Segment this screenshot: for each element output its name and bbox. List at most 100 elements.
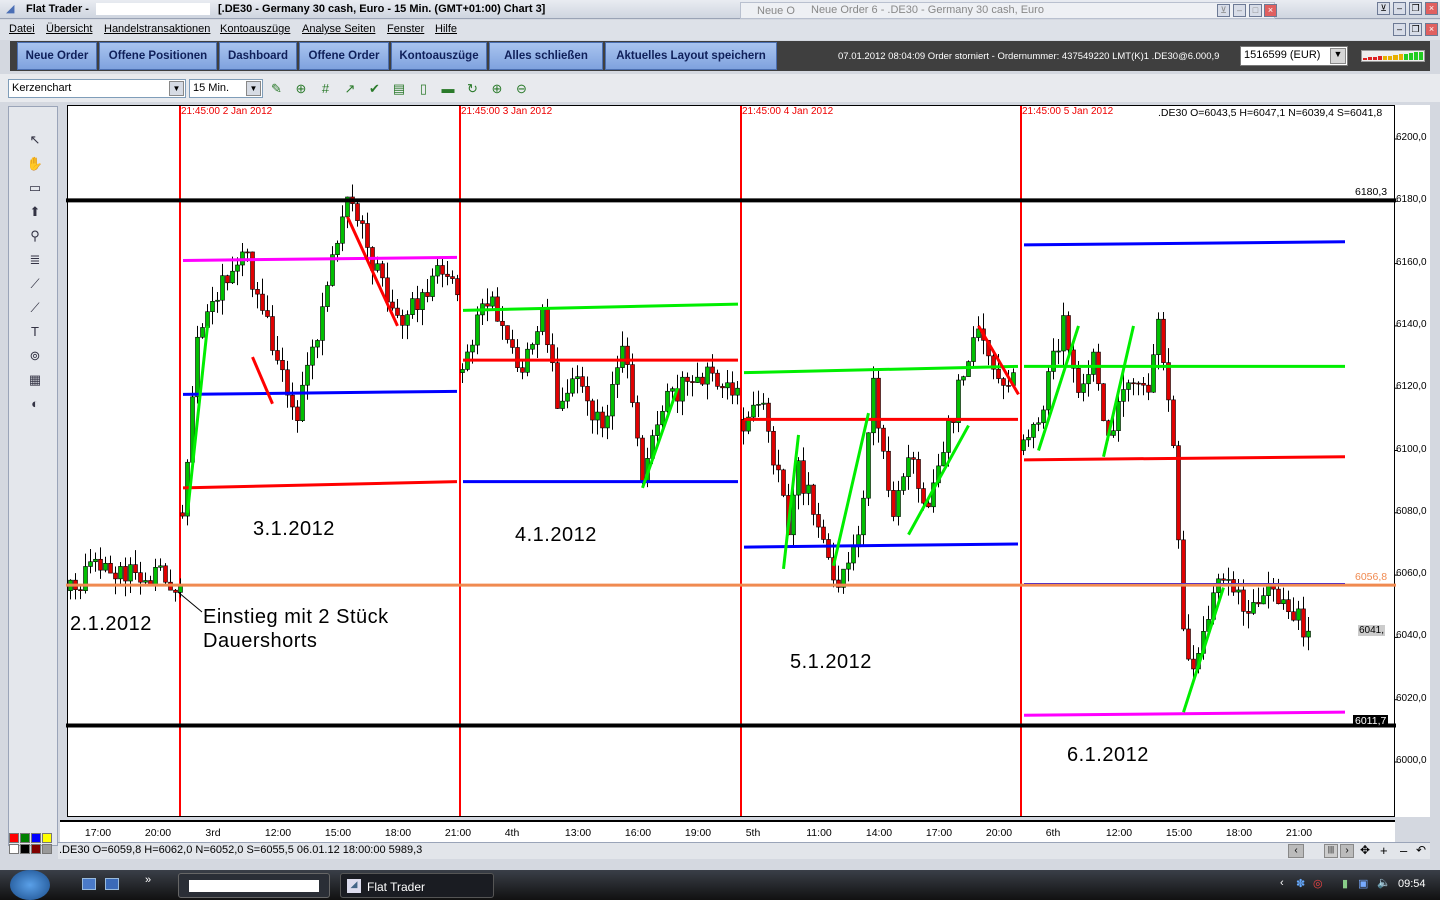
more-icon[interactable]: » [145, 874, 152, 886]
color-swatch[interactable] [20, 833, 30, 843]
app-logo-icon: ◢ [347, 879, 361, 893]
cursor-icon[interactable]: ↖ [29, 132, 41, 147]
color-swatch[interactable] [20, 844, 30, 854]
close-button[interactable]: × [1264, 4, 1277, 17]
compare-icon[interactable]: ▤ [392, 81, 406, 96]
price-axis[interactable] [1395, 105, 1430, 817]
color-swatch[interactable] [42, 833, 52, 843]
menu-analyse-seiten[interactable]: Analyse Seiten [302, 23, 376, 35]
calculator-icon[interactable]: ▦ [28, 372, 42, 387]
order-window-tab[interactable]: Neue O Neue Order 6 - .DE30 - Germany 30… [740, 2, 1277, 19]
reset-zoom-icon[interactable]: ↶ [1416, 843, 1427, 857]
price-level-label: 6011,7 [1353, 714, 1389, 727]
grid-icon[interactable]: # [321, 81, 330, 96]
menu-uebersicht[interactable]: Übersicht [46, 23, 93, 35]
power-tray-icon[interactable]: ▮ [1342, 878, 1349, 890]
x-tick-label: 17:00 [84, 827, 112, 839]
cycle-icon[interactable]: ⊚ [29, 348, 41, 363]
add-indicator-icon[interactable]: ✎ [271, 81, 282, 96]
open-orders-button[interactable]: Offene Order [299, 42, 389, 70]
annotation-5-1-2012: 5.1.2012 [790, 651, 872, 673]
app-tray-icon[interactable]: ◎ [1313, 878, 1323, 890]
fibonacci-icon[interactable]: ≣ [29, 252, 41, 267]
network-tray-icon[interactable]: ✽ [1296, 878, 1306, 890]
palette-icon[interactable]: ◐ [31, 396, 39, 411]
color-swatch[interactable] [9, 844, 19, 854]
menu-hilfe[interactable]: Hilfe [435, 23, 458, 35]
menu-kontoauszuege[interactable]: Kontoauszüge [220, 23, 291, 35]
trendline-icon[interactable]: ⟋ [30, 276, 40, 291]
x-tick-label: 21:00 [444, 827, 472, 839]
menu-fenster[interactable]: Fenster [387, 23, 425, 35]
channel-icon[interactable]: ⟋ [30, 300, 40, 315]
dashboard-button[interactable]: Dashboard [219, 42, 297, 70]
zoom-in-chart-icon[interactable]: ⊕ [491, 81, 503, 96]
scrollbar-thumb[interactable]: ||| [1324, 844, 1338, 858]
scroll-right-button[interactable]: › [1340, 844, 1354, 858]
x-tick-label: 17:00 [925, 827, 953, 839]
menu-handelstransaktionen[interactable]: Handelstransaktionen [104, 23, 211, 35]
menu-button[interactable]: ⊻ [1217, 4, 1230, 17]
close-all-button[interactable]: Alles schließen [489, 42, 603, 70]
candlestick-chart[interactable] [67, 105, 1395, 817]
annotation-6-1-2012: 6.1.2012 [1067, 744, 1149, 766]
maximize-button[interactable]: □ [1249, 4, 1262, 17]
taskbar-item-browser[interactable] [178, 873, 330, 898]
close-button[interactable]: × [1425, 2, 1438, 15]
color-swatch[interactable] [31, 833, 41, 843]
restore-button[interactable]: ❐ [1409, 23, 1422, 36]
volume-icon[interactable]: 🔈 [1377, 877, 1391, 889]
close-button[interactable]: × [1425, 23, 1438, 36]
show-desktop-icon[interactable] [82, 878, 96, 890]
tray-expand-icon[interactable]: ‹ [1280, 877, 1284, 889]
minimize-button[interactable]: – [1393, 23, 1406, 36]
chart-type-select[interactable]: Kerzenchart ▼ [8, 79, 186, 98]
arrow-up-icon[interactable]: ⬆ [29, 204, 41, 219]
crosshair-icon[interactable]: ▭ [28, 180, 42, 195]
chart-trend-icon[interactable]: ↗ [344, 81, 356, 96]
color-swatch[interactable] [42, 844, 52, 854]
annotation-3-1-2012: 3.1.2012 [253, 518, 335, 540]
menu-button[interactable]: ⊻ [1377, 2, 1390, 15]
scroll-left-button[interactable]: ‹ [1288, 844, 1304, 858]
price-level-label: 6180,3 [1355, 186, 1388, 199]
save-layout-button[interactable]: Aktuelles Layout speichern [605, 42, 777, 70]
chart-type-value: Kerzenchart [12, 82, 72, 94]
new-order-button[interactable]: Neue Order [17, 42, 97, 70]
x-tick-label: 20:00 [985, 827, 1013, 839]
order-window-title: Neue Order 6 - .DE30 - Germany 30 cash, … [811, 4, 1044, 16]
statements-button[interactable]: Kontoauszüge [391, 42, 487, 70]
x-tick-label: 4th [504, 827, 520, 839]
minimize-button[interactable]: – [1233, 4, 1246, 17]
y-tick-label: 6020,0 [1396, 692, 1427, 704]
x-tick-label: 14:00 [865, 827, 893, 839]
color-swatch[interactable] [31, 844, 41, 854]
restore-button[interactable]: ❐ [1409, 2, 1422, 15]
minimize-button[interactable]: – [1393, 2, 1406, 15]
connection-tray-icon[interactable]: ▣ [1358, 878, 1369, 890]
start-button[interactable] [10, 870, 50, 900]
x-tick-label: 15:00 [324, 827, 352, 839]
redacted-area [96, 3, 210, 15]
print-icon[interactable]: ▬ [441, 81, 455, 96]
day-separator-label: 21:45:00 4 Jan 2012 [742, 106, 834, 117]
document-icon[interactable]: ▯ [419, 81, 428, 96]
interval-select[interactable]: 15 Min. ▼ [189, 79, 263, 98]
move-icon[interactable]: ✥ [1360, 843, 1371, 857]
menu-datei[interactable]: Datei [9, 23, 35, 35]
switch-windows-icon[interactable] [105, 878, 119, 890]
add-study-icon[interactable]: ⊕ [295, 81, 307, 96]
refresh-icon[interactable]: ↻ [467, 81, 478, 96]
zoom-in-icon[interactable]: + [1380, 843, 1388, 858]
color-swatch[interactable] [9, 833, 19, 843]
open-positions-button[interactable]: Offene Positionen [99, 42, 217, 70]
zoom-icon[interactable]: ⚲ [30, 228, 40, 243]
check-chart-icon[interactable]: ✔ [369, 81, 380, 96]
text-icon[interactable]: T [31, 324, 39, 339]
account-select[interactable]: 1516599 (EUR) ▼ [1240, 46, 1348, 66]
ohlc-header: .DE30 O=6043,5 H=6047,1 N=6039,4 S=6041,… [1158, 107, 1383, 119]
zoom-out-chart-icon[interactable]: ⊖ [516, 81, 527, 96]
hand-icon[interactable]: ✋ [26, 156, 44, 171]
taskbar-item-flat-trader[interactable]: ◢ Flat Trader [340, 873, 494, 898]
zoom-out-icon[interactable]: – [1400, 843, 1408, 858]
